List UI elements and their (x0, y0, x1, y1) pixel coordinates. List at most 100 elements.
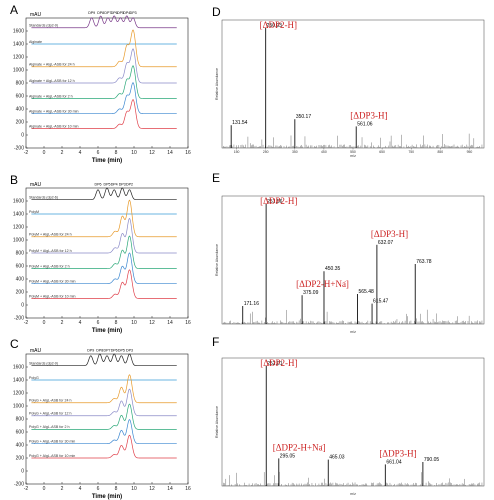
x-tick-label: 850 (437, 150, 443, 154)
x-axis-label: m/z (350, 154, 356, 158)
ion-annotation-sup: - (295, 197, 297, 202)
y-axis-label: Relative Abundance (215, 68, 219, 100)
peak-label: DP6 (111, 11, 118, 15)
y-tick-label: 1400 (13, 378, 24, 384)
y-tick-label: 1200 (13, 391, 24, 397)
y-tick-label: 1000 (13, 68, 24, 74)
ms-peak-label: 465.03 (329, 455, 345, 461)
y-tick-label: -200 (14, 316, 24, 322)
series-label: PolyG + AlgL-ASB for 24 h (29, 399, 71, 403)
ion-annotation-sup: - (385, 111, 387, 116)
x-tick-label: 4 (79, 486, 82, 492)
peak-label: DP3 (130, 11, 137, 15)
series-line (31, 252, 177, 284)
peak-label: DP7 (104, 11, 111, 15)
x-tick-label: 450 (321, 150, 327, 154)
peak-label: DP3 (126, 349, 133, 353)
y-tick-label: 200 (16, 290, 25, 296)
series-label: PolyM + AlgL-ASB for 2 h (29, 264, 70, 268)
ms-peak-label: 615.47 (373, 299, 389, 305)
peak-label: DP4 (123, 11, 130, 15)
series-label: Alginate + AlgL-ASB for 2 h (29, 94, 73, 98)
series-label: Alginate + AlgL-ASB for 10 min (29, 124, 78, 128)
x-tick-label: 10 (131, 150, 137, 156)
panel-letter-C: C (10, 337, 19, 351)
series-line (31, 65, 177, 99)
plot-frame (221, 195, 485, 325)
hplc-panel-B: B -200 0 200 400 600 800 1000 1200 1400 1600 -2 0 2 4 6… (10, 173, 191, 334)
series-line (31, 235, 177, 269)
y-unit-label: mAU (30, 12, 42, 18)
series-label: Standards (dp2-9) (29, 362, 58, 366)
peak-label: DP5 (117, 11, 124, 15)
series-label: Alginate + AlgL-ASB for 24 h (29, 63, 75, 67)
x-tick-label: 14 (167, 320, 173, 326)
y-tick-label: 200 (16, 120, 25, 126)
y-tick-label: 400 (16, 107, 25, 113)
ion-annotation-sup: - (344, 280, 346, 285)
ion-annotation-sup: - (295, 359, 297, 364)
peak-label: DP5 (104, 183, 111, 187)
ion-annotation: [ΔDP3-H] (350, 110, 387, 120)
panel-letter-D: D (212, 5, 221, 19)
ms-peak-label: 561.06 (357, 121, 373, 127)
y-tick-label: 200 (16, 456, 25, 462)
panel-letter-E: E (212, 171, 220, 185)
series-line (31, 217, 177, 254)
y-tick-label: 800 (16, 81, 25, 87)
y-tick-label: 600 (16, 264, 25, 270)
x-axis-label: Time (min) (92, 328, 122, 334)
ms-panel-D: D 150 250 350 450 550 650 750 850 950 m/z Relative … (212, 5, 485, 158)
ms-peak-label: 790.05 (424, 457, 440, 463)
y-axis-label: Relative Abundance (215, 406, 219, 438)
x-tick-label: 2 (61, 486, 64, 492)
peak-label: DP6 (95, 183, 102, 187)
x-tick-label: -2 (24, 150, 29, 156)
series-label: Alginate (29, 40, 42, 44)
x-tick-label: 0 (43, 486, 46, 492)
x-tick-label: 14 (167, 150, 173, 156)
peak-label: DP8 (97, 11, 104, 15)
series-line (31, 82, 177, 114)
peak-label: DP3 (119, 183, 126, 187)
x-tick-label: 0 (43, 150, 46, 156)
ms-peak-label: 565.48 (359, 289, 375, 295)
panel-letter-A: A (10, 3, 18, 17)
series-label: Alginate + AlgL-ASB for 12 h (29, 79, 75, 83)
peak-label: DP2 (126, 183, 133, 187)
y-tick-label: 1600 (13, 199, 24, 205)
series-line (31, 419, 177, 445)
y-tick-label: 400 (16, 277, 25, 283)
series-label: PolyM (29, 210, 39, 214)
series-label: PolyG + AlgL-ASB for 2 h (29, 425, 69, 429)
series-line (31, 199, 177, 238)
series-line (31, 434, 177, 459)
x-tick-label: 150 (234, 150, 240, 154)
peak-label: DP8 (96, 349, 103, 353)
y-tick-label: 1000 (13, 404, 24, 410)
series-line (31, 48, 177, 84)
x-axis-label: m/z (350, 492, 356, 496)
plot-frame (221, 19, 485, 149)
ms-peak-label: 250.03 (267, 23, 283, 29)
x-tick-label: 6 (97, 486, 100, 492)
ms-peak-label: 632.07 (378, 240, 394, 246)
x-tick-label: 6 (97, 150, 100, 156)
x-tick-label: 8 (115, 320, 118, 326)
plot-frame (25, 353, 189, 485)
ion-annotation: [ΔDP3-H] (371, 229, 408, 239)
ms-panel-E: Em/z Relative Abundance 251.56 171.16 375.09… (212, 171, 485, 334)
series-label: PolyM + AlgL-ASB for 24 h (29, 233, 72, 237)
ms-peak-label: 252.01 (267, 361, 283, 367)
series-label: Alginate + AlgL-ASB for 30 min (29, 109, 78, 113)
ion-annotation: [ΔDP2-H+Na] (296, 279, 349, 289)
y-tick-label: 800 (16, 417, 25, 423)
series-label: PolyG + AlgL-ASB for 30 min (29, 440, 75, 444)
x-axis-label: Time (min) (92, 494, 122, 500)
x-tick-label: 0 (43, 320, 46, 326)
x-tick-label: 10 (131, 486, 137, 492)
ms-peak-label: 375.09 (303, 290, 319, 296)
series-line (31, 187, 177, 201)
series-line (31, 388, 177, 417)
y-tick-label: 600 (16, 430, 25, 436)
